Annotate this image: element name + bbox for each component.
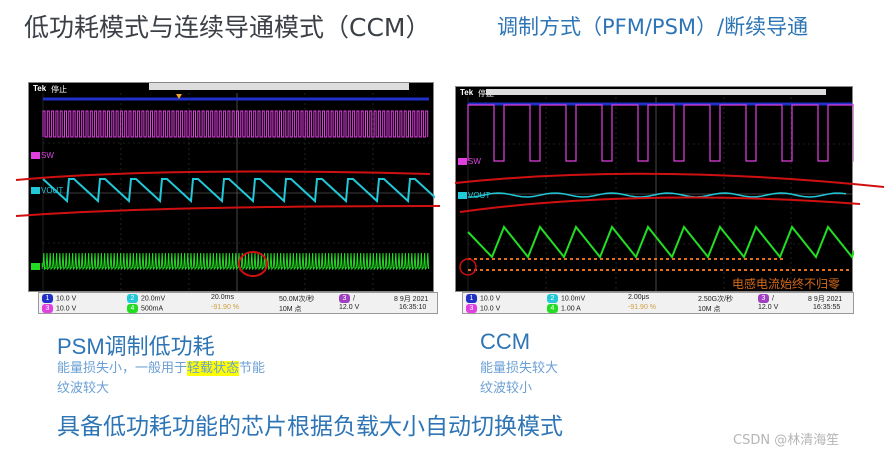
watermark: CSDN @林清海笙 <box>733 433 840 448</box>
ch3-value: 10.0 V <box>56 305 77 313</box>
ch4-value: 1.00 A <box>561 305 581 313</box>
trigger-chip: 3 <box>339 294 350 303</box>
ch1-value: 10.0 V <box>56 295 77 303</box>
trigger-level: 12.0 V <box>758 304 779 311</box>
psm-desc-highlight: 轻载状态 <box>187 361 240 376</box>
trigger-chip: 3 <box>758 294 769 303</box>
trigger-level: 12.0 V <box>339 304 360 311</box>
scope-left-vout-trace <box>42 178 435 204</box>
ch3-chip: 3 <box>466 304 477 313</box>
ccm-desc-line1: 能量损失较大 <box>480 361 559 376</box>
scope-left-sw-trace <box>42 110 429 138</box>
scope-right-il-trace <box>467 225 854 259</box>
scope-right-statusbar: 1 10.0 V 3 10.0 V 2 10.0mV 4 1.00 A 2.00μs -… <box>462 292 854 314</box>
scope-left-waveforms <box>31 83 435 291</box>
scope-date: 8 9月 2021 <box>808 296 843 303</box>
ch4-chip: 4 <box>547 304 558 313</box>
ch4-value: 500mA <box>141 305 164 313</box>
scope-left-label-vout: VOUT <box>41 186 64 195</box>
ch3-value: 10.0 V <box>480 305 501 313</box>
scope-time: 16:35:55 <box>813 304 841 311</box>
ch1-chip: 1 <box>466 294 477 303</box>
slide-subtitle: 调制方式（PFM/PSM）/断续导通 <box>497 15 809 39</box>
scope-right-sw-trace <box>467 104 854 162</box>
scope-left-il-trace <box>42 252 430 271</box>
psm-desc-post: 节能 <box>239 361 266 376</box>
ccm-desc-line2: 纹波较小 <box>480 381 533 396</box>
timebase: 2.00μs <box>628 294 650 301</box>
ch2-chip: 2 <box>127 294 138 303</box>
scope-time: 16:35:10 <box>399 304 427 311</box>
scope-left-label-il: IL <box>41 262 48 271</box>
scope-right-waveforms <box>458 89 854 291</box>
ch4-chip: 4 <box>127 304 138 313</box>
sample-rate: 50.0M次/秒 <box>279 296 315 303</box>
ch2-value: 20.0mV <box>141 295 166 303</box>
scope-right-brand: Tek <box>460 88 474 97</box>
scope-left-label-sw: SW <box>41 151 54 160</box>
scope-left-screen: Tek 停止 SW VOUT IL <box>28 82 435 292</box>
scope-date: 8 9月 2021 <box>394 296 429 303</box>
ch3-chip: 3 <box>42 304 53 313</box>
ccm-title: CCM <box>480 329 531 354</box>
scope-right-label-vout: VOUT <box>468 191 491 200</box>
ch2-value: 10.0mV <box>561 295 586 303</box>
ch1-value: 10.0 V <box>480 295 501 303</box>
record-length: 10M 点 <box>698 306 721 313</box>
sample-rate: 2.50G次/秒 <box>698 296 734 303</box>
cursor-readout: -91.90 % <box>211 304 240 311</box>
psm-desc-pre: 能量损失小，一般用于 <box>57 361 188 376</box>
slide-title: 低功耗模式与连续导通模式（CCM） <box>24 13 431 42</box>
record-length: 10M 点 <box>279 306 302 313</box>
scope-right-screen: Tek 停止 SW VOUT <box>455 86 854 292</box>
ch1-chip: 1 <box>42 294 53 303</box>
psm-title: PSM调制低功耗 <box>57 334 215 359</box>
scope-right-vout-trace <box>467 192 847 198</box>
scope-left-state: 停止 <box>51 85 67 94</box>
conclusion-text: 具备低功耗功能的芯片根据负载大小自动切换模式 <box>57 414 563 440</box>
cursor-readout: -91.90 % <box>628 304 657 311</box>
scope-left-statusbar: 1 10.0 V 3 10.0 V 2 20.0mV 4 500mA 20.0ms -9… <box>38 292 438 314</box>
ch2-chip: 2 <box>547 294 558 303</box>
timebase: 20.0ms <box>211 294 234 301</box>
psm-desc-line1: 能量损失小，一般用于轻载状态节能 <box>57 359 265 379</box>
scope-right-label-sw: SW <box>468 157 481 166</box>
psm-desc-line2: 纹波较大 <box>57 381 110 396</box>
annotation-text: 电感电流始终不归零 <box>732 277 841 291</box>
scope-left-brand: Tek <box>33 84 47 93</box>
